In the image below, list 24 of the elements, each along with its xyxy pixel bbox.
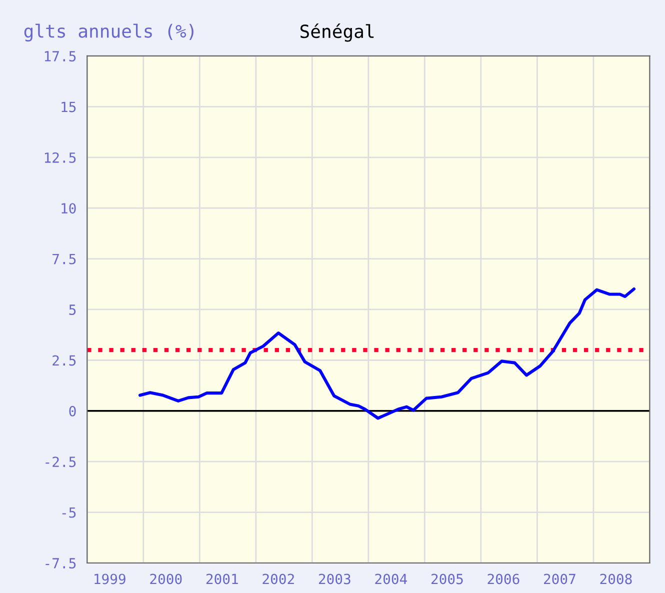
x-tick-label: 2002 — [262, 574, 294, 584]
x-tick-label: 2001 — [206, 574, 238, 584]
x-tick-label: 2006 — [488, 574, 520, 584]
chart-title: Sénégal — [300, 23, 374, 42]
x-tick-label: 2004 — [375, 574, 407, 584]
line-series — [138, 287, 636, 420]
x-tick-label: 1999 — [94, 574, 126, 584]
y-tick-label: 17.5 — [44, 51, 76, 62]
y-tick-label: 7.5 — [52, 254, 76, 264]
y-tick-label: 10 — [62, 203, 76, 214]
y-tick-label: 15 — [62, 102, 76, 112]
y-tick-label: 2.5 — [52, 355, 76, 366]
y-tick-label: 12.5 — [44, 152, 76, 163]
x-tick-label: 2005 — [431, 574, 463, 584]
y-axis-title: glts annuels (%) — [24, 24, 194, 42]
x-tick-label: 2000 — [150, 574, 182, 584]
x-tick-label: 2007 — [544, 574, 576, 584]
y-tick-label: -2.5 — [46, 456, 76, 468]
x-tick-label: 2003 — [318, 574, 350, 584]
y-tick-label: -7.5 — [46, 558, 76, 569]
x-tick-label: 2008 — [600, 574, 632, 584]
y-tick-label: 5 — [69, 304, 76, 315]
y-tick-label: -5 — [62, 507, 76, 518]
y-tick-label: 0 — [69, 406, 76, 416]
